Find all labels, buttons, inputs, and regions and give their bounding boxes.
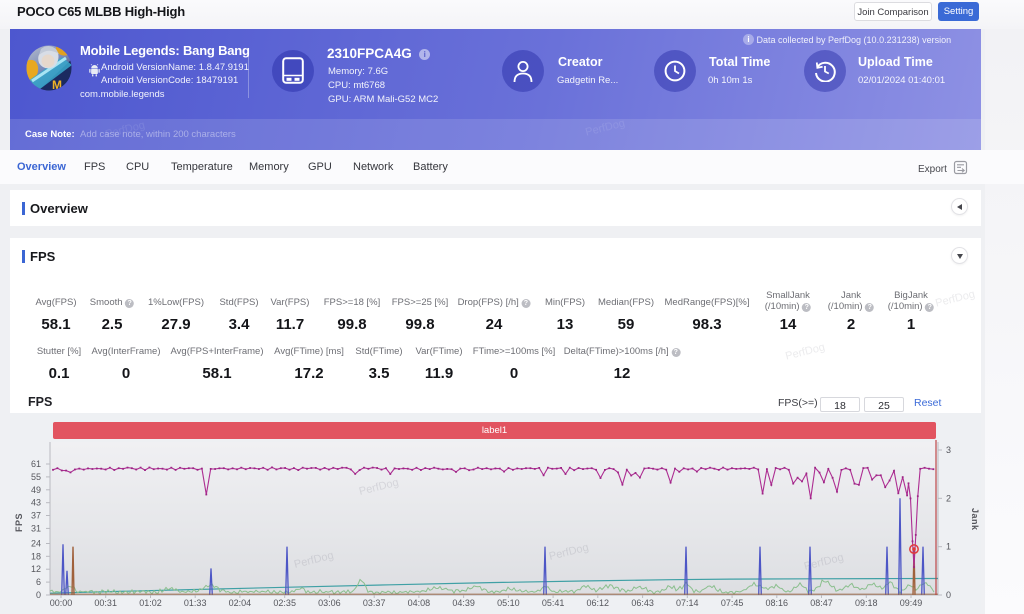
svg-text:05:10: 05:10 [497,598,520,608]
svg-text:09:49: 09:49 [900,598,923,608]
svg-text:12: 12 [31,564,41,574]
svg-text:00:31: 00:31 [94,598,117,608]
svg-text:08:16: 08:16 [766,598,789,608]
svg-text:Jank: Jank [970,508,980,531]
svg-text:04:39: 04:39 [452,598,475,608]
svg-text:55: 55 [31,472,41,482]
svg-text:01:33: 01:33 [184,598,207,608]
svg-text:04:08: 04:08 [408,598,431,608]
svg-text:07:14: 07:14 [676,598,699,608]
svg-text:1: 1 [946,542,951,552]
svg-text:01:02: 01:02 [139,598,162,608]
svg-text:M: M [52,78,62,91]
svg-text:6: 6 [36,577,41,587]
svg-text:37: 37 [31,511,41,521]
svg-text:05:41: 05:41 [542,598,565,608]
svg-text:00:00: 00:00 [50,598,73,608]
svg-text:FPS: FPS [14,513,24,532]
svg-text:0: 0 [36,590,41,600]
svg-text:02:35: 02:35 [273,598,296,608]
svg-text:31: 31 [31,523,41,533]
svg-text:02:04: 02:04 [229,598,252,608]
svg-text:2: 2 [946,493,951,503]
svg-text:03:37: 03:37 [363,598,386,608]
svg-text:3: 3 [946,445,951,455]
svg-text:49: 49 [31,485,41,495]
svg-text:09:18: 09:18 [855,598,878,608]
svg-text:0: 0 [946,590,951,600]
svg-text:07:45: 07:45 [721,598,744,608]
svg-text:43: 43 [31,498,41,508]
svg-text:61: 61 [31,459,41,469]
svg-text:24: 24 [31,539,41,549]
svg-text:08:47: 08:47 [810,598,833,608]
svg-text:03:06: 03:06 [318,598,341,608]
svg-text:06:43: 06:43 [631,598,654,608]
svg-text:06:12: 06:12 [587,598,610,608]
svg-text:18: 18 [31,551,41,561]
